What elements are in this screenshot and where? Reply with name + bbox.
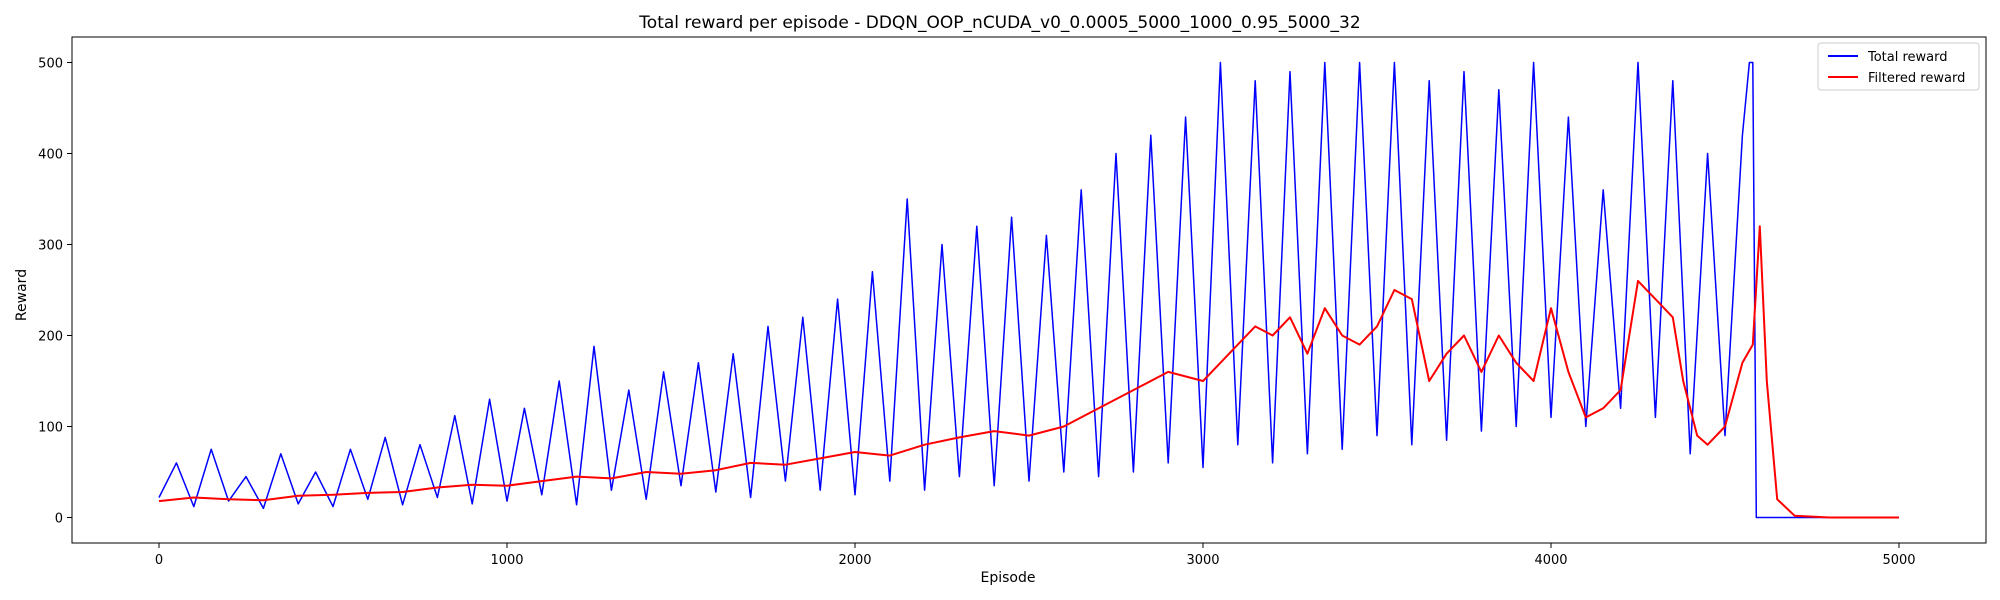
series-line-total-reward bbox=[158, 61, 1899, 519]
legend-label-total-reward: Total reward bbox=[1867, 50, 1948, 65]
y-tick-label: 400 bbox=[38, 147, 63, 162]
y-tick-label: 300 bbox=[38, 238, 63, 253]
x-tick-label: 5000 bbox=[1882, 553, 1915, 568]
series-layer bbox=[158, 61, 1899, 519]
x-ticks: 0 1000 2000 3000 4000 5000 bbox=[155, 543, 1916, 568]
legend: Total reward Filtered reward bbox=[1817, 42, 1980, 91]
x-tick-label: 2000 bbox=[838, 553, 871, 568]
y-tick-label: 0 bbox=[55, 512, 63, 527]
x-tick-label: 0 bbox=[155, 553, 163, 568]
chart-title: Total reward per episode - DDQN_OOP_nCUD… bbox=[638, 13, 1360, 33]
x-tick-label: 1000 bbox=[490, 553, 523, 568]
legend-box bbox=[1817, 42, 1980, 91]
plot-frame bbox=[71, 36, 1987, 544]
x-tick-label: 4000 bbox=[1534, 553, 1567, 568]
y-ticks: 0 100 200 300 400 500 bbox=[38, 56, 72, 527]
y-axis-title: Reward bbox=[14, 269, 30, 321]
y-tick-label: 500 bbox=[38, 56, 63, 71]
y-tick-label: 100 bbox=[38, 421, 63, 436]
x-tick-label: 3000 bbox=[1186, 553, 1219, 568]
series-line-filtered-reward bbox=[158, 225, 1899, 519]
legend-label-filtered-reward: Filtered reward bbox=[1868, 71, 1965, 86]
x-axis-title: Episode bbox=[981, 570, 1036, 586]
y-tick-label: 200 bbox=[38, 330, 63, 345]
